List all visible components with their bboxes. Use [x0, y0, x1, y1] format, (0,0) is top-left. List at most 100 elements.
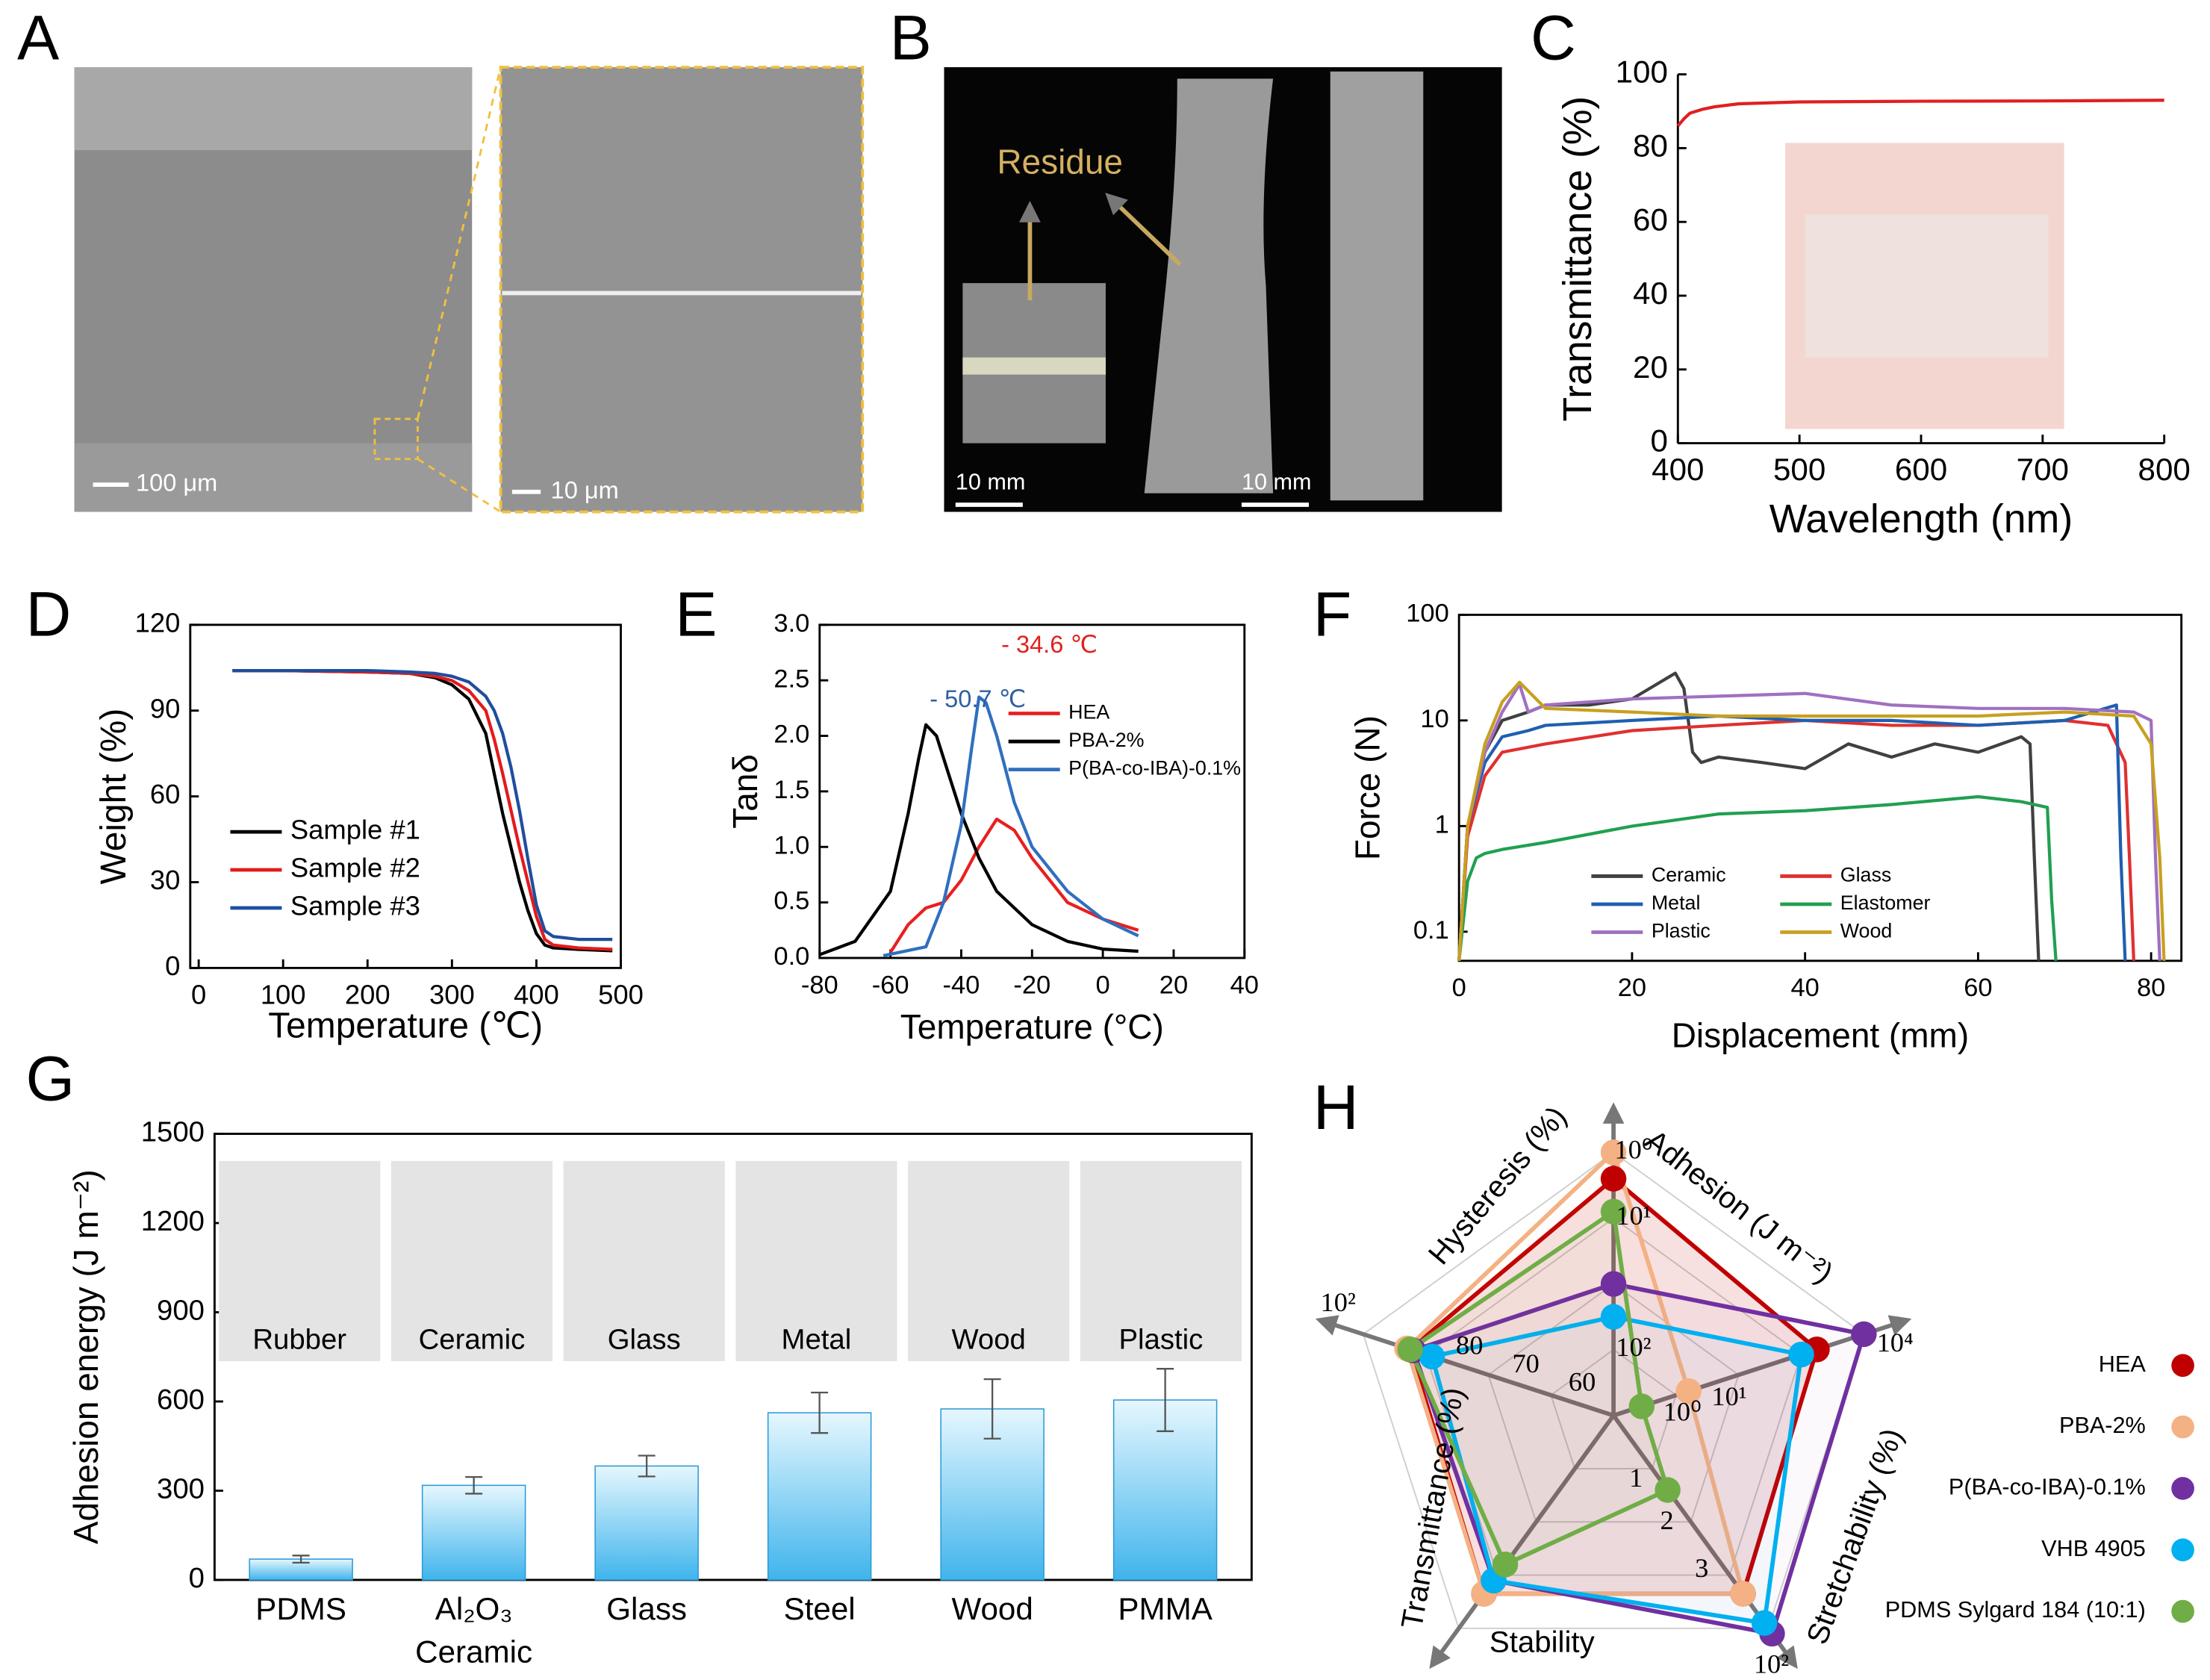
annotation: Residue — [997, 142, 1123, 181]
photo-label: Wood — [951, 1323, 1025, 1355]
radar-point — [1397, 1337, 1423, 1363]
y-tick-label: 20 — [1633, 349, 1668, 385]
scale-bar-label: 10 μm — [551, 476, 619, 503]
radar-point — [1600, 1166, 1627, 1192]
plot-frame — [818, 623, 1246, 959]
scale-bar-label: 10 mm — [956, 469, 1026, 494]
y-tick-label: 0 — [165, 951, 180, 981]
y-tick-label: 100 — [1406, 600, 1449, 628]
radar-area — [1404, 1148, 1746, 1596]
panel-label: D — [25, 579, 71, 649]
y-tick-label: 80 — [1633, 128, 1668, 164]
radar-tick-label: 80 — [1456, 1330, 1483, 1360]
x-tick-label: PDMS — [255, 1591, 346, 1626]
data-line — [888, 817, 1139, 953]
x-tick-label: -20 — [1013, 971, 1050, 999]
radar-area — [1429, 1314, 1804, 1625]
x-tick-label: 600 — [1895, 452, 1947, 487]
radar-tick-label: 10² — [1754, 1649, 1789, 1679]
legend-label: Elastomer — [1840, 892, 1931, 914]
radar-spoke — [1315, 1315, 1614, 1418]
panel-label: C — [1531, 3, 1576, 73]
x-tick-label: -40 — [943, 971, 980, 999]
panel-label: B — [890, 3, 932, 73]
photo — [390, 1160, 553, 1361]
sample-tape — [962, 357, 1106, 375]
panel-label: H — [1313, 1072, 1359, 1142]
y-tick-label: 120 — [135, 607, 181, 638]
photo-label: Glass — [608, 1323, 681, 1355]
radar-tick-label: 60 — [1569, 1366, 1596, 1396]
x-tick-label: 20 — [1618, 974, 1646, 1002]
data-line — [1457, 671, 2041, 961]
legend-label: Sample #2 — [290, 853, 420, 883]
y-tick-label: 90 — [150, 693, 180, 724]
radar-tick-label: 10⁴ — [1877, 1328, 1914, 1357]
radar-ring — [1487, 1283, 1740, 1523]
legend-swatch — [2171, 1599, 2194, 1623]
y-tick-label: 60 — [1633, 202, 1668, 237]
x-tick-label: 400 — [514, 979, 559, 1009]
sample — [1144, 78, 1274, 494]
scale-bar-label: 100 μm — [136, 470, 217, 497]
y-tick-label: 0 — [189, 1562, 205, 1594]
y-tick-label: 0 — [1650, 423, 1667, 458]
sem-band — [74, 67, 473, 151]
legend-label: Ceramic — [1652, 864, 1726, 886]
y-tick-label: 10 — [1420, 705, 1448, 733]
y-axis-label: Tanδ — [726, 754, 765, 829]
legend-label: Glass — [1840, 864, 1892, 886]
x-tick-label: -80 — [801, 971, 838, 999]
radar-point — [1419, 1343, 1445, 1370]
plot-frame — [1457, 613, 2183, 962]
y-tick-label: 60 — [150, 779, 180, 809]
x-axis-label: Wavelength (nm) — [1769, 497, 2073, 541]
radar-point — [1492, 1552, 1519, 1578]
scale-bar-label: 10 mm — [1242, 469, 1312, 494]
sample — [1330, 71, 1424, 501]
zoom-line — [417, 66, 502, 420]
error-bar — [465, 1475, 483, 1495]
radar-point — [1600, 1198, 1627, 1225]
data-line — [819, 723, 1139, 956]
data-line — [1457, 794, 2058, 962]
legend-label: Sample #3 — [290, 891, 420, 921]
y-tick-label: 0.1 — [1413, 916, 1449, 945]
radar-point — [1751, 1610, 1778, 1636]
radar-tick-label: 2 — [1660, 1505, 1674, 1535]
legend-label: HEA — [1068, 701, 1109, 724]
x-tick-label: 500 — [1773, 452, 1825, 487]
radar-ring — [1362, 1151, 1865, 1629]
legend-label: PDMS Sylgard 184 (10:1) — [1885, 1597, 2146, 1623]
y-tick-label: 300 — [157, 1473, 205, 1505]
radar-point — [1788, 1341, 1814, 1368]
x-axis-label: Temperature (℃) — [268, 1006, 543, 1045]
x-tick-label: 500 — [598, 979, 644, 1009]
legend-label: P(BA-co-IBA)-0.1% — [1949, 1475, 2146, 1500]
radar-point — [1730, 1581, 1756, 1607]
y-tick-label: 40 — [1633, 276, 1668, 311]
inset-film — [1805, 214, 2049, 358]
radar-tick-label: 70 — [1512, 1348, 1539, 1378]
radar-tick-label: 10¹ — [1711, 1381, 1746, 1411]
error-bar — [638, 1455, 656, 1478]
radar-point — [1600, 1139, 1627, 1166]
legend-label: PBA-2% — [2059, 1413, 2146, 1438]
x-tick-label: Al₂O₃ Ceramic — [415, 1591, 532, 1669]
panel-label: E — [675, 579, 717, 649]
photo-label: Ceramic — [419, 1323, 526, 1355]
x-tick-label: 0 — [1096, 971, 1110, 999]
sem-zoom-image — [499, 66, 865, 514]
x-tick-label: 40 — [1230, 971, 1259, 999]
sem-band — [74, 443, 473, 512]
photo-label: Plastic — [1118, 1323, 1203, 1355]
annotation: - 34.6 ℃ — [1001, 631, 1098, 658]
y-tick-label: 2.5 — [774, 665, 809, 693]
x-tick-label: 100 — [261, 979, 306, 1009]
y-tick-label: 600 — [157, 1384, 205, 1416]
data-line — [1457, 682, 2161, 961]
annotation: - 50.7 ℃ — [930, 685, 1026, 712]
zoom-box — [373, 417, 419, 461]
x-tick-label: 80 — [2137, 974, 2165, 1002]
